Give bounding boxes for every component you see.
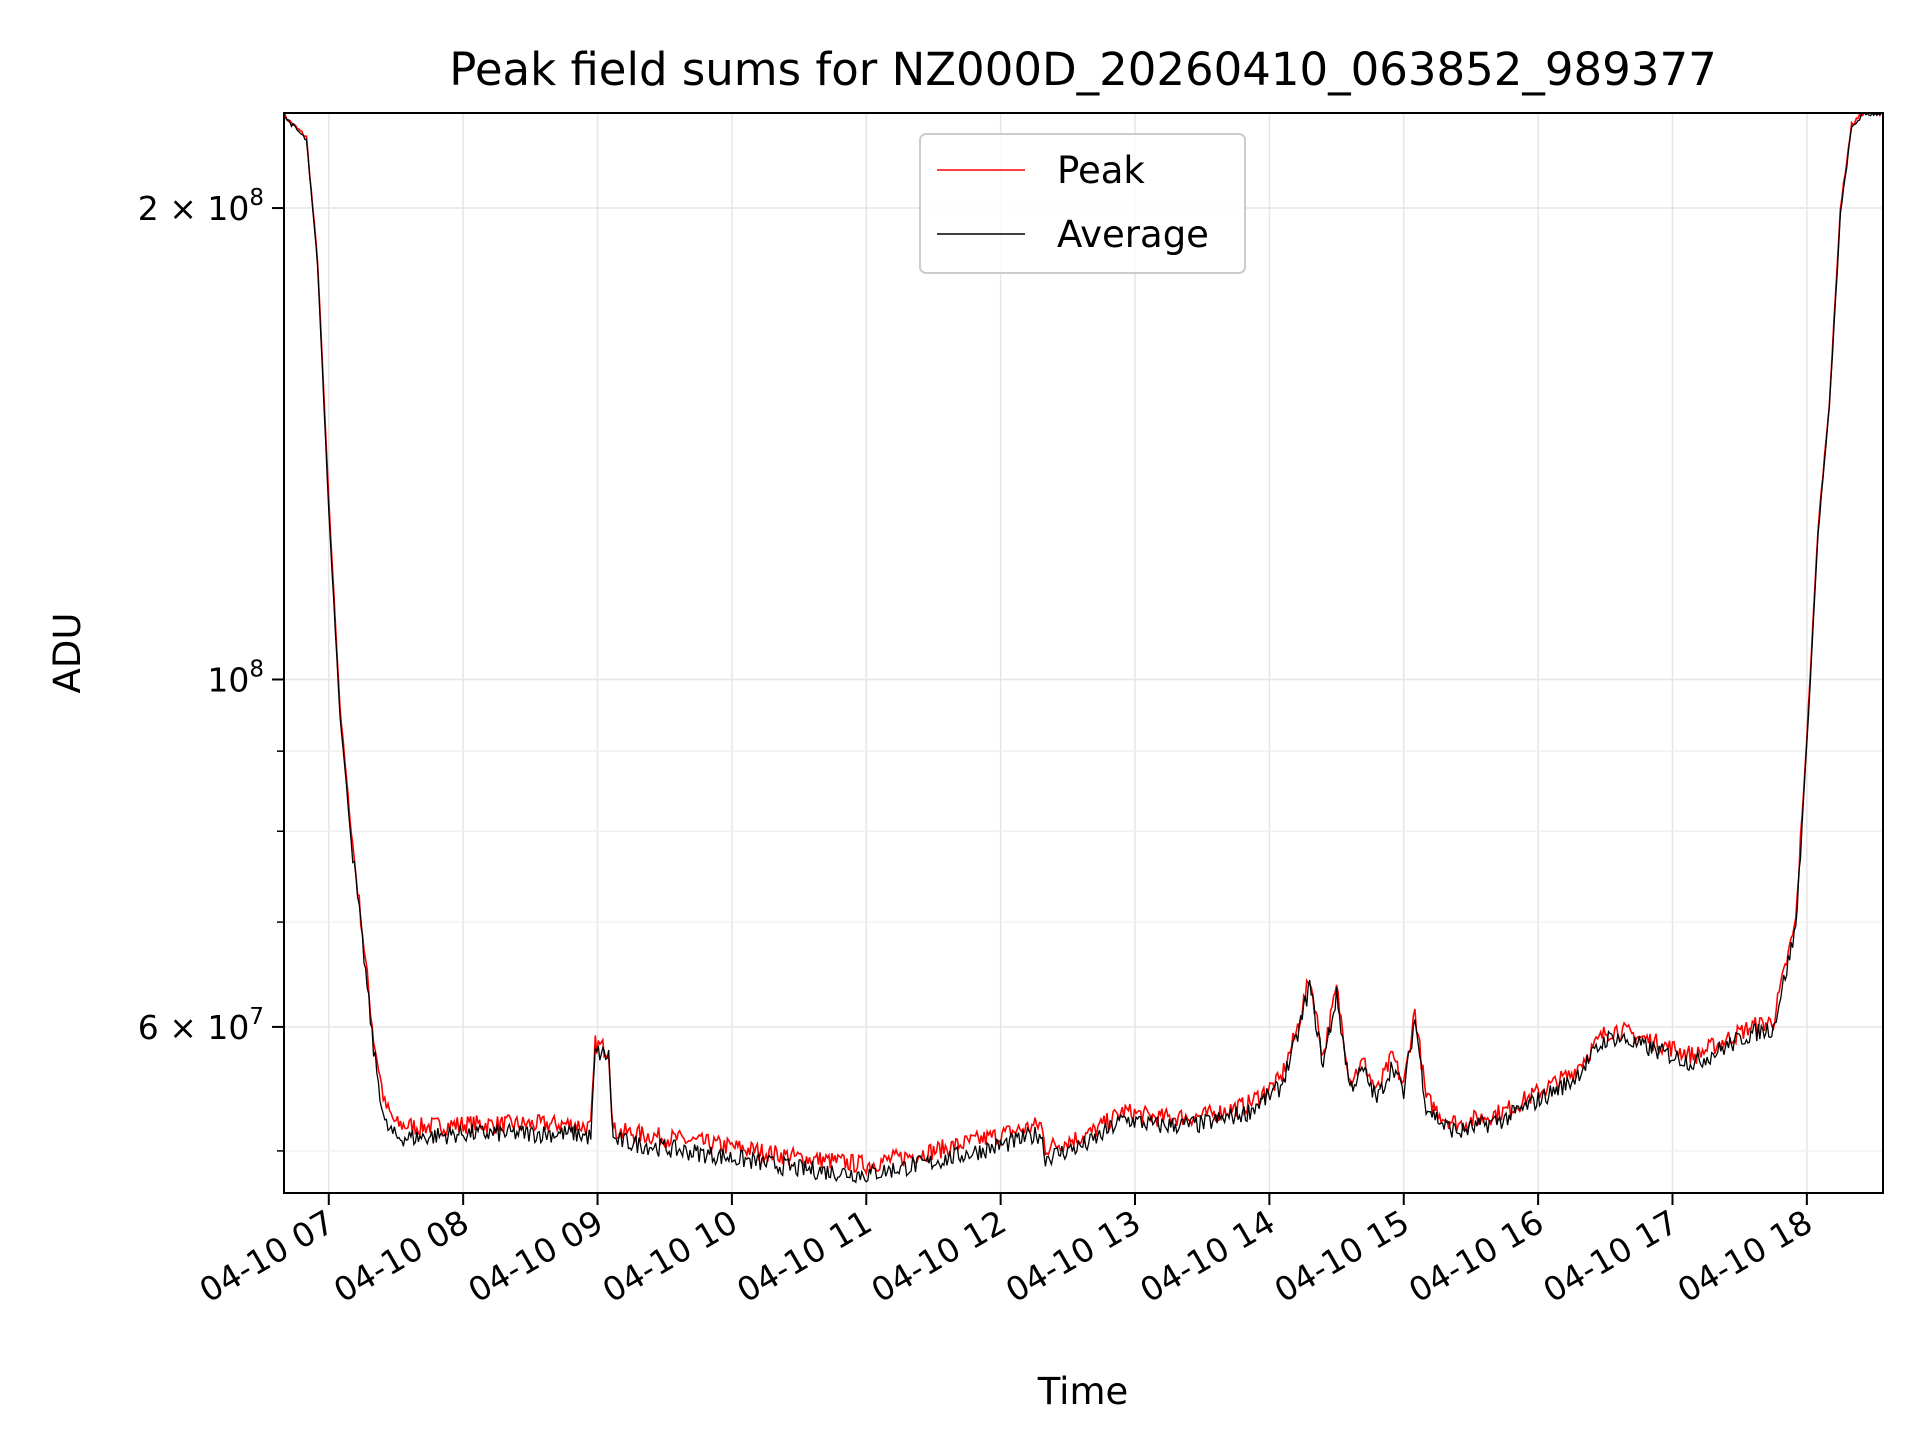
x-axis-label: Time (1037, 1370, 1129, 1413)
legend-label-peak: Peak (1057, 149, 1145, 192)
chart-title: Peak field sums for NZ000D_20260410_0638… (449, 43, 1716, 96)
legend-box (919, 133, 1246, 274)
y-tick-label: 6 × 107 (138, 1004, 264, 1047)
plot-frame (283, 112, 1884, 1194)
series-line-average (284, 113, 1883, 1184)
y-tick-label: 2 × 108 (138, 185, 264, 228)
y-tick-label: 108 (207, 656, 264, 699)
plot-area (284, 113, 1883, 1184)
y-axis-label: ADU (46, 613, 89, 694)
y-axis: 6 × 107 108 2 × 108 (138, 185, 284, 1152)
legend-label-average: Average (1057, 213, 1209, 256)
legend: Peak Average (919, 133, 1246, 274)
